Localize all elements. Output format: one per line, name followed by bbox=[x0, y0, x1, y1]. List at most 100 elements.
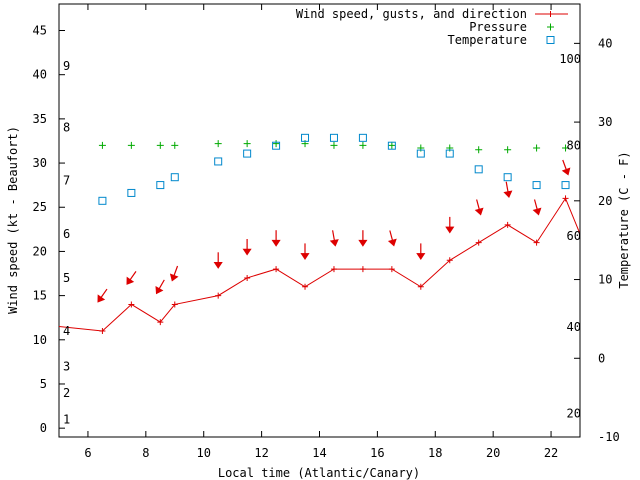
wind-direction-arrow-head bbox=[169, 273, 179, 282]
wind-direction-arrow-head bbox=[474, 207, 484, 216]
wind-direction-arrow-head bbox=[213, 261, 223, 269]
pressure-point bbox=[359, 141, 367, 149]
y-tick-label-left: 45 bbox=[33, 24, 47, 38]
y-tick-label-left: 25 bbox=[33, 200, 47, 214]
wind-direction-arrow bbox=[503, 181, 513, 199]
y-tick-label-left: 10 bbox=[33, 333, 47, 347]
y-tick-label-left: 20 bbox=[33, 244, 47, 258]
wind-direction-arrow bbox=[242, 239, 252, 256]
pressure-point bbox=[533, 144, 541, 152]
wind-direction-arrow-head bbox=[271, 239, 281, 247]
wind-speed-point bbox=[244, 274, 251, 281]
legend-label-pressure: Pressure bbox=[469, 20, 527, 34]
y-axis-label-right: Temperature (C - F) bbox=[617, 151, 631, 288]
temperature-point bbox=[445, 149, 454, 158]
wind-direction-arrow bbox=[387, 230, 397, 247]
fahrenheit-label: 80 bbox=[567, 139, 581, 153]
wind-direction-arrow bbox=[474, 199, 484, 216]
y-tick-label-right: 30 bbox=[598, 115, 612, 129]
temperature-point bbox=[532, 181, 541, 190]
wind-speed-point bbox=[475, 239, 482, 246]
wind-direction-arrow bbox=[155, 279, 165, 295]
temperature-point bbox=[561, 181, 570, 190]
y-axis-label-left: Wind speed (kt - Beaufort) bbox=[6, 126, 20, 314]
wind-direction-arrow-head bbox=[329, 239, 339, 247]
wind-direction-arrow-head bbox=[532, 207, 542, 216]
x-tick-label: 6 bbox=[84, 446, 91, 460]
y-tick-label-left: 5 bbox=[40, 377, 47, 391]
legend-marker-pressure bbox=[547, 23, 554, 31]
y-tick-label-left: 40 bbox=[33, 68, 47, 82]
wind-speed-point bbox=[330, 266, 337, 273]
wind-direction-arrow bbox=[561, 159, 571, 176]
y-tick-label-right: -10 bbox=[598, 430, 620, 444]
fahrenheit-label: 20 bbox=[567, 406, 581, 420]
wind-direction-arrow-head bbox=[358, 239, 368, 247]
pressure-point bbox=[475, 146, 483, 154]
wind-direction-arrow-head bbox=[561, 167, 571, 176]
wind-speed-point bbox=[171, 301, 178, 308]
temperature-point bbox=[301, 133, 310, 142]
pressure-point bbox=[98, 141, 106, 149]
wind-direction-arrow bbox=[126, 271, 137, 285]
legend-label-wind: Wind speed, gusts, and direction bbox=[296, 7, 527, 21]
wind-speed-point bbox=[128, 301, 135, 308]
wind-speed-point bbox=[302, 283, 309, 290]
wind-direction-arrow bbox=[271, 230, 281, 247]
beaufort-label: 5 bbox=[63, 271, 70, 285]
wind-direction-arrow bbox=[416, 243, 426, 260]
wind-direction-arrow-head bbox=[387, 238, 397, 247]
wind-speed-line bbox=[59, 197, 580, 332]
y-tick-label-right: 10 bbox=[598, 273, 612, 287]
x-tick-label: 20 bbox=[486, 446, 500, 460]
wind-speed-point bbox=[446, 257, 453, 264]
x-tick-label: 10 bbox=[196, 446, 210, 460]
x-axis-label: Local time (Atlantic/Canary) bbox=[218, 466, 420, 480]
wind-speed-point bbox=[388, 266, 395, 273]
x-tick-label: 8 bbox=[142, 446, 149, 460]
wind-direction-arrow-head bbox=[242, 248, 252, 256]
y-tick-label-left: 15 bbox=[33, 289, 47, 303]
wind-direction-arrow bbox=[169, 265, 179, 282]
temperature-point bbox=[503, 173, 512, 182]
beaufort-label: 8 bbox=[63, 121, 70, 135]
wind-direction-arrow-head bbox=[155, 285, 164, 295]
wind-direction-arrow-head bbox=[416, 253, 426, 260]
beaufort-label: 4 bbox=[63, 324, 70, 338]
wind-speed-point bbox=[99, 327, 106, 334]
fahrenheit-label: 100 bbox=[559, 52, 581, 66]
y-tick-label-left: 0 bbox=[40, 421, 47, 435]
beaufort-label: 7 bbox=[63, 174, 70, 188]
wind-direction-arrow bbox=[300, 243, 310, 260]
fahrenheit-label: 40 bbox=[567, 320, 581, 334]
temperature-point bbox=[127, 188, 136, 197]
temperature-point bbox=[416, 149, 425, 158]
wind-direction-arrow-head bbox=[445, 226, 455, 234]
legend: Wind speed, gusts, and direction Pressur… bbox=[296, 7, 568, 47]
wind-speed-point bbox=[273, 266, 280, 273]
pressure-point bbox=[504, 146, 512, 154]
wind-direction-arrow-head bbox=[97, 294, 106, 303]
pressure-point bbox=[156, 141, 164, 149]
legend-label-temperature: Temperature bbox=[448, 33, 527, 47]
beaufort-label: 2 bbox=[63, 386, 70, 400]
wind-direction-arrow-head bbox=[126, 276, 135, 285]
wind-direction-arrow bbox=[358, 230, 368, 247]
y-tick-label-right: 40 bbox=[598, 36, 612, 50]
x-tick-label: 12 bbox=[254, 446, 268, 460]
pressure-point bbox=[272, 140, 280, 148]
x-tick-label: 14 bbox=[312, 446, 326, 460]
pressure-point bbox=[388, 141, 396, 149]
temperature-point bbox=[358, 133, 367, 142]
legend-marker-temperature bbox=[546, 36, 555, 44]
temperature-point bbox=[170, 173, 179, 182]
wind-speed-point bbox=[359, 266, 366, 273]
wind-speed-point bbox=[533, 239, 540, 246]
pressure-point bbox=[562, 144, 570, 152]
temperature-point bbox=[214, 157, 223, 166]
pressure-point bbox=[171, 141, 179, 149]
beaufort-label: 1 bbox=[63, 412, 70, 426]
temperature-point bbox=[329, 133, 338, 142]
x-tick-label: 16 bbox=[370, 446, 384, 460]
pressure-point bbox=[127, 141, 135, 149]
